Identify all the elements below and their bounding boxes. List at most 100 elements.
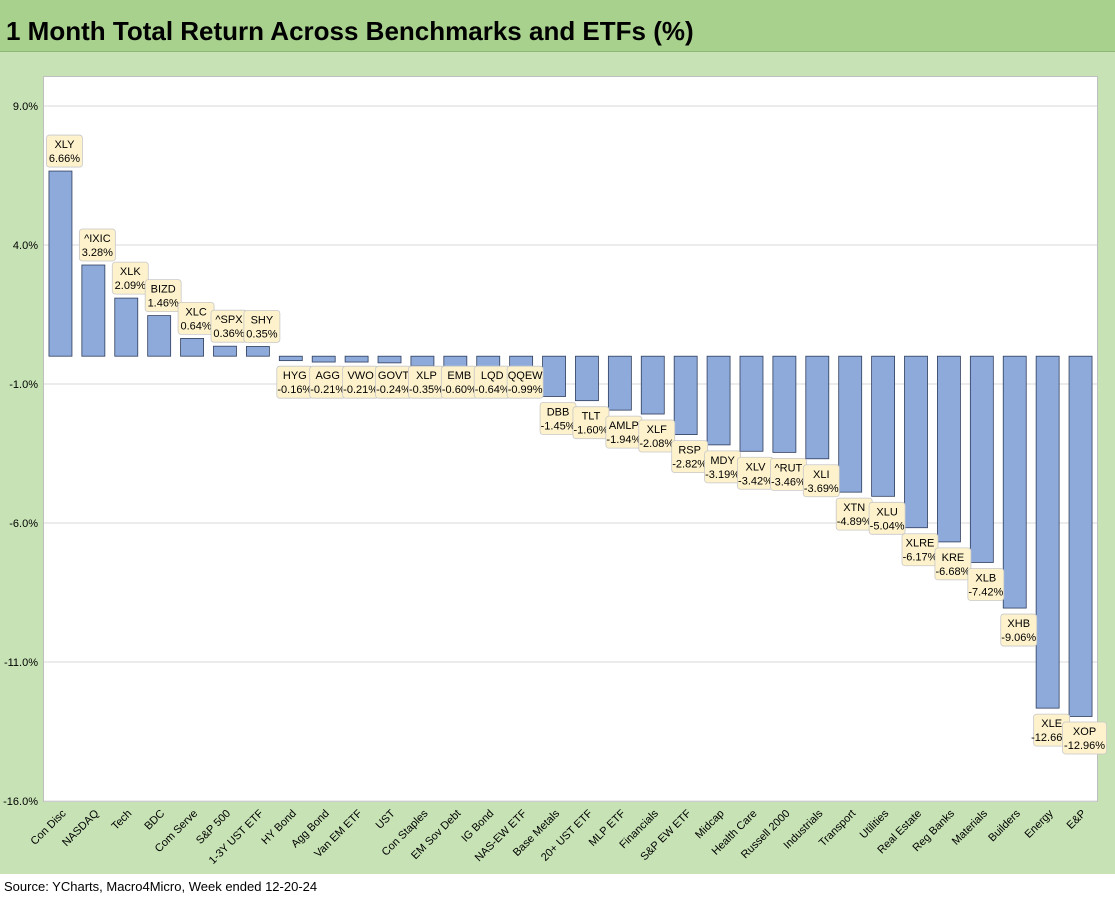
data-label-ticker: GOVT [378,370,409,382]
data-label-box [1000,613,1038,647]
bar [673,355,698,435]
data-label-box [111,261,149,295]
x-tick-label: Materials [950,807,990,847]
data-label-ticker: EMB [447,370,471,382]
data-label-value: -0.60% [442,384,477,396]
data-label-value: -0.64% [475,384,510,396]
data-label: RSP -2.82% [671,440,709,473]
data-label-ticker: ^SPX [215,314,243,326]
data-label-ticker: XLU [876,506,897,518]
bar [410,355,435,367]
data-label: EMB -0.60% [440,365,478,399]
data-label-box [802,464,840,498]
data-label: ^IXIC 3.28% [78,228,116,262]
data-label: XHB -9.06% [1000,613,1038,647]
data-label-value: -3.46% [771,476,806,488]
data-label-ticker: QQEW [508,370,543,382]
data-label-ticker: AMLP [609,420,639,432]
data-label: XLV -3.42% [737,456,774,490]
data-label-value: -6.68% [935,566,970,578]
bar [838,355,863,493]
bar [772,355,797,453]
bar [706,355,731,446]
data-label-ticker: XLC [185,306,206,318]
data-label-value: -1.94% [606,434,641,446]
y-tick-label: -6.0% [9,518,38,530]
bar [245,346,270,357]
data-label-ticker: XLE [1041,718,1062,730]
bar [81,264,106,357]
y-tick-label: 4.0% [13,240,38,252]
bar [607,355,632,411]
x-tick-label: BDC [142,808,167,833]
x-tick-label: E&P [1065,808,1089,832]
data-label: GOVT -0.24% [375,365,412,399]
data-label: XLK 2.09% [111,261,149,295]
data-label-value: -3.19% [705,469,740,481]
data-label-value: -2.08% [639,438,674,450]
data-label: XLY 6.66% [46,134,83,168]
data-label-box [1062,721,1107,755]
data-label: HYG -0.16% [276,365,314,399]
bar [871,355,896,497]
data-label-ticker: MDY [710,455,735,467]
data-label: KRE -6.68% [934,547,972,581]
bar [542,355,566,397]
data-label-ticker: SHY [251,314,274,326]
data-label-value: 6.66% [49,153,80,165]
x-tick-label: Tech [109,808,134,833]
data-label-ticker: ^IXIC [84,233,111,245]
data-label: XLP -0.35% [408,365,445,399]
data-label: XLRE -6.17% [901,533,939,567]
data-label-value: -12.96% [1064,740,1105,752]
data-label-value: -0.99% [508,384,543,396]
bar [180,338,204,357]
data-label-value: -9.06% [1001,632,1036,644]
data-label-value: -7.42% [968,586,1003,598]
data-label-box [144,279,182,313]
x-tick-label: Energy [1023,807,1056,840]
bar [1035,355,1060,709]
bar [48,170,73,357]
data-label-value: 0.36% [213,328,244,340]
data-label: AGG -0.21% [309,365,347,399]
data-label: MDY -3.19% [704,450,741,484]
data-label-value: 0.64% [180,320,211,332]
data-label-ticker: ^RUT [775,462,803,474]
data-label-ticker: LQD [481,370,504,382]
data-label-ticker: TLT [582,411,601,423]
bar [377,355,402,364]
data-label-ticker: XTN [843,502,865,514]
data-label-ticker: XLF [647,424,667,436]
y-tick-label: -1.0% [9,379,38,391]
chart-title-bar: 1 Month Total Return Across Benchmarks a… [0,0,1115,52]
data-label: XOP -12.96% [1062,721,1107,755]
data-label: LQD -0.64% [473,365,511,399]
bar [969,355,994,563]
data-label-box [78,228,116,262]
data-label-box [46,134,83,168]
bar [640,355,665,415]
data-label-box [506,365,544,399]
data-label: DBB -1.45% [539,402,577,435]
data-label-ticker: XLB [975,572,996,584]
data-label-ticker: XLY [54,139,75,151]
data-label-ticker: XLRE [906,538,935,550]
y-tick-label: 9.0% [13,101,38,113]
data-label-value: -3.69% [804,483,839,495]
data-label: BIZD 1.46% [144,279,182,313]
data-label-value: -0.24% [376,384,411,396]
bar [739,355,764,452]
data-label-value: -1.60% [574,425,609,437]
data-label-ticker: XOP [1073,726,1096,738]
bar [311,355,336,363]
data-label-value: -4.89% [837,516,872,528]
data-label: XTN -4.89% [835,497,873,531]
bar [1068,355,1093,717]
data-label-value: -0.21% [343,384,378,396]
data-label-box [243,310,281,343]
data-label: SHY 0.35% [243,310,281,343]
data-label: XLF -2.08% [638,419,676,453]
data-label-value: 2.09% [115,280,146,292]
